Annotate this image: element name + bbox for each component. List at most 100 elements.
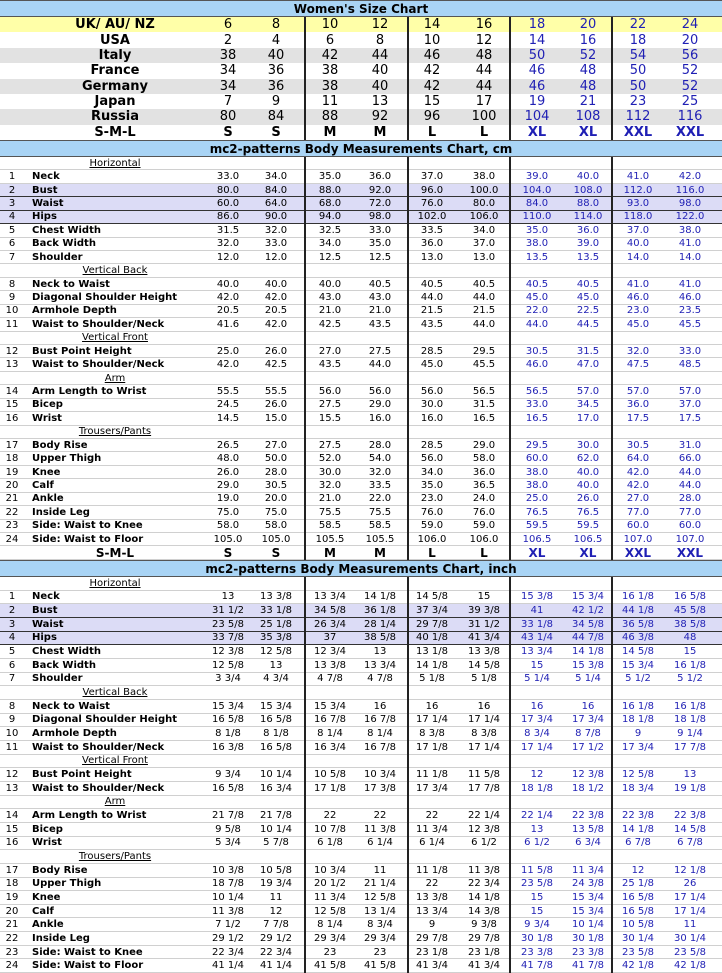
cell: 5 1/2 (677, 673, 703, 685)
cell: 44.0 (678, 466, 702, 478)
cell: 22 3/4 (212, 946, 244, 958)
cell: 24.0 (472, 493, 496, 505)
cell: 42 1/8 (622, 960, 654, 972)
cell: 16.0 (420, 412, 444, 424)
cell: 77.0 (626, 506, 650, 518)
cell: 10 3/8 (212, 864, 244, 876)
cell: 17.5 (626, 412, 650, 424)
cell: 45.5 (472, 359, 496, 371)
cell: 13 3/4 (364, 659, 396, 671)
cell: 44.0 (420, 292, 444, 303)
cell: 60.0 (678, 520, 702, 532)
cell: 16 7/8 (314, 714, 346, 726)
cell: 116 (677, 109, 703, 125)
row-background (0, 520, 722, 534)
cell: 16 (530, 700, 544, 712)
cell: 6 3/4 (575, 837, 601, 849)
cell: 47.5 (626, 359, 650, 371)
cell: 6 1/2 (471, 837, 497, 849)
row-number: 13 (5, 359, 19, 371)
cell: 38.0 (678, 224, 702, 236)
row-label: Neck (32, 171, 60, 183)
cell: 40.0 (264, 278, 288, 290)
cell: 48 (579, 63, 597, 79)
cell: 43.0 (318, 292, 342, 303)
cell: 37 (323, 632, 337, 644)
cell: 14 5/8 (674, 823, 706, 835)
cell: XXL (676, 546, 704, 561)
row-background (0, 796, 722, 810)
cell: 9 3/4 (215, 769, 241, 781)
cell: 17 3/4 (572, 714, 604, 726)
group-label: Trousers/Pants (78, 851, 152, 863)
row-background (0, 109, 722, 125)
cell: 11 5/8 (468, 769, 500, 781)
cell: 28.0 (678, 493, 702, 505)
cell: 40 (371, 63, 389, 79)
row-label: Armhole Depth (32, 305, 117, 317)
cell: 46.0 (678, 292, 702, 303)
cell: 56.0 (420, 453, 444, 465)
cell: L (480, 546, 488, 561)
cell: 32.0 (368, 466, 392, 478)
cell: 34.0 (318, 238, 342, 250)
row-background (0, 78, 722, 94)
row-label: Japan (94, 94, 136, 110)
cell: 15 3/4 (212, 700, 244, 712)
cell: 34.0 (420, 466, 444, 478)
cell: 42 1/2 (572, 605, 604, 617)
cell: 10 (321, 17, 339, 33)
cell: 15 3/8 (521, 591, 553, 603)
cell: 39.0 (525, 171, 549, 183)
cell: 33.0 (525, 399, 549, 411)
cell: 16 3/4 (314, 741, 346, 753)
cell: 13 3/8 (260, 591, 292, 603)
row-number: 16 (5, 412, 19, 424)
cell: 106.0 (469, 533, 499, 545)
row-number: 17 (5, 439, 19, 451)
cell: 3 3/4 (215, 673, 241, 685)
cell: 18 (528, 17, 546, 33)
row-label: Waist to Shoulder/Neck (32, 318, 165, 330)
cell: 33.5 (368, 480, 392, 492)
cell: 22 (425, 878, 439, 890)
cell: 112.0 (623, 184, 653, 196)
row-number: 10 (5, 728, 19, 740)
cell: 41 7/8 (521, 960, 553, 972)
cell: 58.0 (264, 520, 288, 532)
cell: 16 3/4 (260, 782, 292, 794)
cell: 15 3/4 (572, 905, 604, 917)
cell: 30.5 (525, 345, 549, 357)
cell: 9 1/4 (677, 728, 703, 740)
cell: 6 1/8 (317, 837, 343, 849)
cell: 76.5 (576, 506, 600, 518)
cell: 16 (477, 700, 491, 712)
cell: 40.5 (368, 278, 392, 290)
cell: 21.5 (420, 305, 444, 317)
cell: 76.5 (525, 506, 549, 518)
cell: 30 1/8 (521, 932, 553, 944)
cell: 17 1/4 (468, 741, 500, 753)
cell: 30.0 (318, 466, 342, 478)
row-background (0, 170, 722, 184)
cell: 24 (681, 17, 699, 33)
column-divider (304, 577, 306, 973)
row-background (0, 264, 722, 278)
cell: 41.0 (626, 171, 650, 183)
cell: 5 1/4 (524, 673, 550, 685)
row-label: UK/ AU/ NZ (75, 17, 155, 33)
cell: 18 (629, 32, 647, 48)
column-divider (611, 17, 613, 140)
row-background (0, 533, 722, 547)
cell: 28 1/4 (364, 618, 396, 630)
cell: 8 1/8 (263, 728, 289, 740)
column-divider (509, 17, 511, 140)
row-number: 7 (8, 251, 16, 263)
cell: 6 (223, 17, 233, 33)
cell: 16.0 (368, 412, 392, 424)
cell: 59.0 (472, 520, 496, 532)
cell: 58.5 (368, 520, 392, 532)
cell: 26.0 (576, 493, 600, 505)
cell: 13 3/4 (314, 591, 346, 603)
cell: 32.0 (626, 345, 650, 357)
